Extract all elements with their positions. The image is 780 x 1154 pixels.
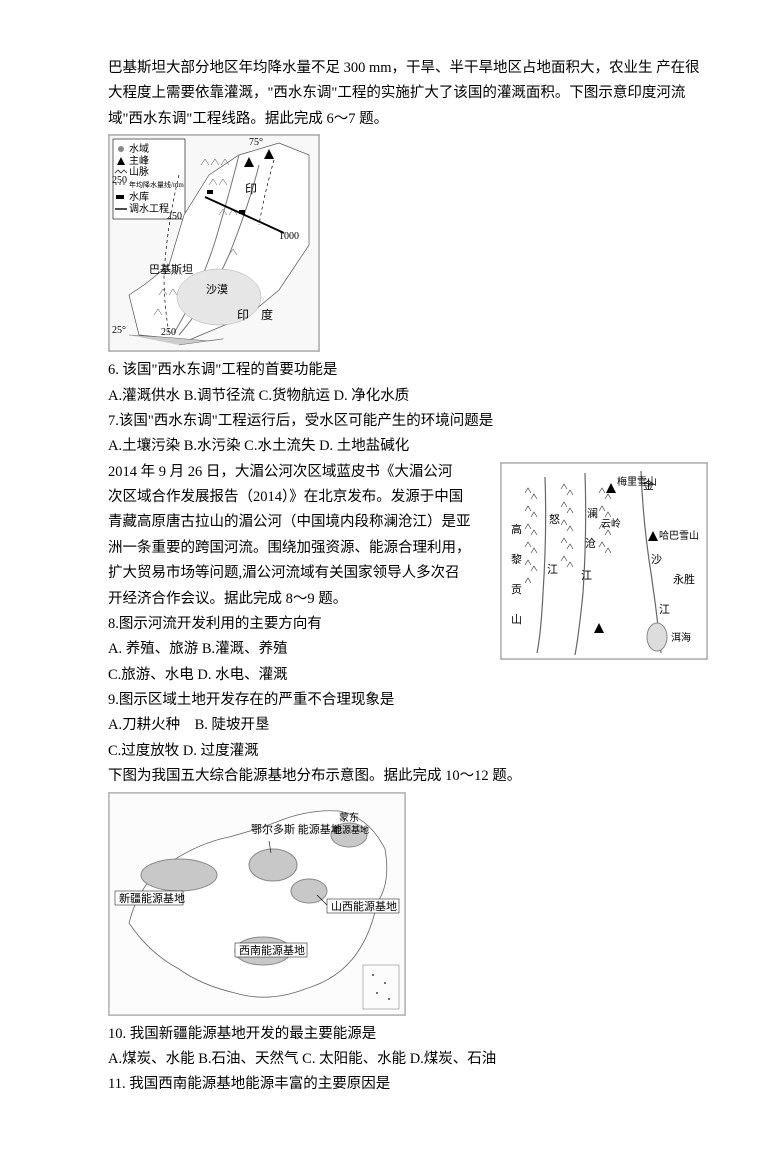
q8-opts-line2: C.旅游、水电 D. 水电、灌溉 (108, 663, 708, 688)
q9-stem: 9.图示区域土地开发存在的严重不合理现象是 (108, 688, 708, 713)
map-label: 1000 (279, 231, 299, 242)
map-label: 新疆能源基地 (119, 891, 185, 905)
map-label: 沙漠 (206, 283, 228, 296)
map-label: 印 度 (237, 307, 273, 322)
q10-options: A.煤炭、水能 B.石油、天然气 C. 太阳能、水能 D.煤炭、石油 (108, 1047, 708, 1072)
map-label: 江 (581, 569, 592, 582)
q11-stem: 11. 我国西南能源基地能源丰富的主要原因是 (108, 1072, 708, 1097)
q6-options: A.灌溉供水 B.调节径流 C.货物航运 D. 净化水质 (108, 384, 708, 409)
map-label: 西南能源基地 (239, 943, 305, 957)
map-label: 哈巴雪山 (659, 529, 699, 542)
figure-pakistan-map: 水域 主峰 山脉 250 年均降水量线/mm 水库 调水工程 75° 25° 印… (108, 134, 320, 352)
map-label: 云岭 (601, 517, 621, 530)
q9-opts-line2: C.过度放牧 D. 过度灌溉 (108, 739, 708, 764)
intro-1: 巴基斯坦大部分地区年均降水量不足 300 mm，干旱、半干旱地区占地面积大，农业… (108, 56, 708, 132)
q10-stem: 10. 我国新疆能源基地开发的最主要能源是 (108, 1022, 708, 1047)
map-label: 250 (161, 327, 176, 338)
legend-iso: 250 (112, 175, 127, 186)
legend-label: 水域 (129, 142, 149, 155)
intro-3: 下图为我国五大综合能源基地分布示意图。据此完成 10～12 题。 (108, 764, 708, 789)
map-label: 沧 (585, 536, 596, 550)
map-label: 江 (547, 563, 558, 576)
map-label: 鄂尔多斯 能源基地 (251, 822, 342, 836)
q6-stem: 6. 该国"西水东调"工程的首要功能是 (108, 358, 708, 383)
map-label: 江 (659, 603, 670, 616)
map-label: 印 (245, 182, 257, 196)
legend-label: 调水工程 (129, 203, 169, 215)
map-label: 山 (511, 613, 522, 626)
map-label: 怒 (549, 512, 560, 526)
map-label: 高 (511, 522, 522, 536)
map-label: 黎 (511, 552, 522, 566)
map-label: 蒙东 (339, 811, 359, 824)
map-label: 洱海 (671, 631, 691, 644)
lon-label: 75° (249, 137, 263, 148)
map-label: 沙 (651, 553, 662, 566)
q7-stem: 7.该国"西水东调"工程运行后，受水区可能产生的环境问题是 (108, 409, 708, 434)
map-label: 澜 (587, 506, 598, 520)
q9-opts-line1: A.刀耕火种 B. 陡坡开垦 (108, 713, 708, 738)
map-label: 巴基斯坦 (149, 262, 193, 276)
map-label: 贡 (511, 584, 522, 596)
map-label: 250 (167, 211, 182, 222)
lat-label: 25° (112, 325, 126, 336)
legend-label: 水库 (129, 190, 149, 203)
legend-label: 山脉 (129, 165, 149, 178)
map-label: 金 (643, 478, 654, 492)
map-label: 永胜 (673, 572, 695, 586)
map-label: 能源基地 (333, 824, 369, 835)
legend-label: 主峰 (129, 155, 149, 167)
map-label: 山西能源基地 (331, 899, 397, 913)
figure-china-energy-map: 新疆能源基地 鄂尔多斯 能源基地 山西能源基地 西南能源基地 蒙东 能源基地 (108, 792, 406, 1016)
figure-lancang-map: 梅里雪山 哈巴雪山 云岭 怒 江 澜 沧 江 金 沙 江 高 黎 贡 山 永胜 … (500, 462, 708, 660)
q7-options: A.土壤污染 B.水污染 C.水土流失 D. 土地盐碱化 (108, 434, 708, 459)
